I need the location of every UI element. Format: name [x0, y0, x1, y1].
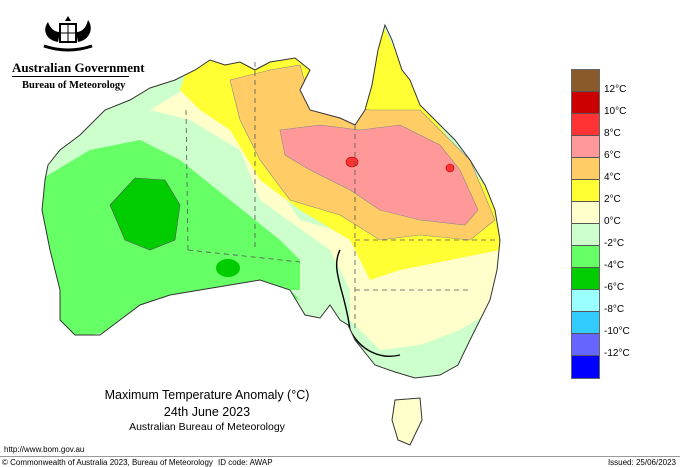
- zone-minus6-minus4: [109, 177, 181, 251]
- legend-label: 0°C: [604, 216, 621, 227]
- copyright-text: © Commonwealth of Australia 2023, Bureau…: [2, 458, 213, 467]
- zone-minus6-minus4: [119, 318, 131, 332]
- zone-6-8: [279, 124, 479, 226]
- legend-label: 12°C: [604, 84, 627, 95]
- footer-divider: [0, 456, 680, 457]
- zone-minus6-minus4: [216, 259, 240, 277]
- legend-label: -4°C: [604, 260, 625, 271]
- legend-label: 2°C: [604, 194, 621, 205]
- legend-swatch: [572, 158, 599, 180]
- australia-map: [41, 24, 501, 446]
- logo-divider: [12, 76, 129, 77]
- legend-label: -2°C: [604, 238, 625, 249]
- legend-label: 6°C: [604, 150, 621, 161]
- legend-swatch: [572, 290, 599, 312]
- issued-date: Issued: 25/06/2023: [607, 458, 676, 467]
- legend-swatch: [572, 246, 599, 268]
- zone-8-10: [345, 156, 359, 168]
- legend-swatch: [572, 180, 599, 202]
- legend-label: -8°C: [604, 304, 625, 315]
- legend-swatch: [572, 70, 599, 92]
- zone-0-2: [150, 80, 500, 350]
- legend-label: 4°C: [604, 172, 621, 183]
- map-source: Australian Bureau of Meteorology: [129, 421, 285, 433]
- coat-of-arms-logo: [43, 16, 93, 52]
- legend-label: -10°C: [604, 326, 630, 337]
- legend-swatch: [572, 356, 599, 378]
- legend-swatch: [572, 136, 599, 158]
- color-legend: [571, 69, 600, 379]
- legend-label: -6°C: [604, 282, 625, 293]
- zone-8-10: [445, 163, 455, 173]
- map-title: Maximum Temperature Anomaly (°C): [104, 388, 310, 402]
- tasmania: [391, 397, 423, 446]
- zone-minus2-0: [290, 290, 350, 330]
- legend-label: 8°C: [604, 128, 621, 139]
- state-borders: [185, 62, 500, 330]
- legend-swatch: [572, 312, 599, 334]
- legend-swatch: [572, 92, 599, 114]
- website-link[interactable]: http://www.bom.gov.au: [4, 445, 85, 454]
- id-code: ID code: AWAP: [218, 458, 273, 467]
- bureau-label: Bureau of Meteorology: [22, 80, 126, 91]
- legend-swatch: [572, 202, 599, 224]
- map-date: 24th June 2023: [163, 405, 251, 419]
- legend-label: -12°C: [604, 348, 630, 359]
- legend-swatch: [572, 224, 599, 246]
- legend-swatch: [572, 334, 599, 356]
- government-label: Australian Government: [12, 60, 145, 75]
- legend-swatch: [572, 114, 599, 136]
- legend-swatch: [572, 268, 599, 290]
- legend-label: 10°C: [604, 106, 627, 117]
